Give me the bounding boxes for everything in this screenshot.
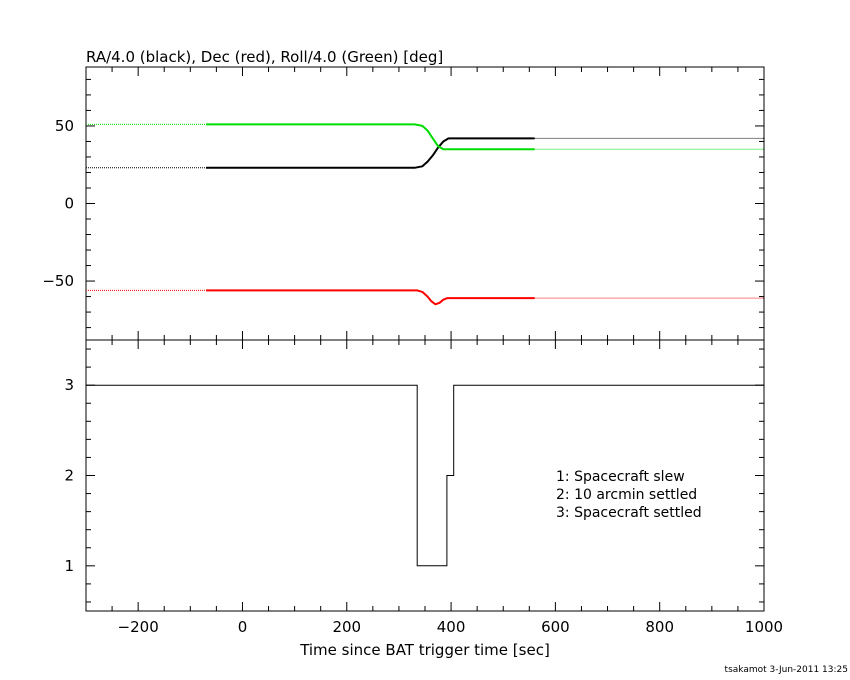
bottom-panel-ticks: [86, 340, 764, 611]
x-tick-label: 200: [332, 618, 361, 636]
top-panel-series: [86, 123, 764, 306]
y-tick-label: 0: [64, 195, 74, 213]
top-panel-ticks: [86, 67, 764, 340]
x-tick-label: 400: [437, 618, 466, 636]
top-panel: 50 0 −50: [42, 66, 765, 341]
x-tick-label: 800: [645, 618, 674, 636]
x-tick-labels: −200 0 200 400 600 800 1000: [118, 618, 784, 636]
x-axis-label: Time since BAT trigger time [sec]: [299, 641, 550, 659]
x-tick-label: 0: [238, 618, 248, 636]
y-tick-label: 2: [64, 467, 74, 485]
top-panel-title: RA/4.0 (black), Dec (red), Roll/4.0 (Gre…: [86, 48, 443, 66]
bottom-panel: 3 2 1 −200 0 200 400 600 800 1000: [64, 339, 784, 636]
y-tick-label: 50: [55, 117, 74, 135]
settle-status-line: [86, 384, 764, 567]
top-panel-y-tick-labels: 50 0 −50: [42, 117, 74, 290]
x-tick-label: 1000: [745, 618, 783, 636]
series-line: [206, 123, 535, 151]
series-line: [206, 137, 535, 169]
footer-credit: tsakamot 3-Jun-2011 13:25: [725, 665, 848, 675]
series-line: [206, 289, 535, 306]
y-tick-label: 3: [64, 376, 74, 394]
annotation-slew: 1: Spacecraft slew: [556, 469, 685, 485]
bottom-panel-series: [86, 384, 764, 567]
annotation-settled: 3: Spacecraft settled: [556, 505, 702, 521]
bottom-panel-y-tick-labels: 3 2 1: [64, 376, 74, 575]
y-tick-label: −50: [42, 272, 74, 290]
x-tick-label: −200: [118, 618, 159, 636]
top-panel-frame: [85, 66, 765, 341]
x-tick-label: 600: [541, 618, 570, 636]
annotation-10-arcmin: 2: 10 arcmin settled: [556, 487, 697, 503]
y-tick-label: 1: [64, 557, 74, 575]
